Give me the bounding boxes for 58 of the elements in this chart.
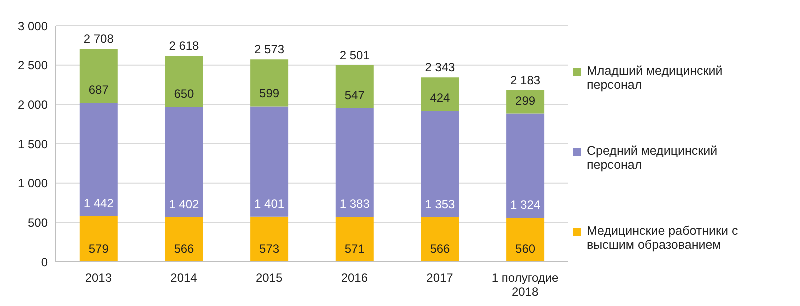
total-label: 2 183 <box>510 73 541 88</box>
data-label: 299 <box>516 94 536 108</box>
bar <box>506 114 545 218</box>
legend-label: Младший медицинский персонал <box>587 64 724 92</box>
total-label: 2 708 <box>84 32 114 46</box>
data-label: 687 <box>88 83 110 98</box>
total-label: 2 343 <box>425 60 456 75</box>
bar <box>80 48 118 104</box>
data-label: 566 <box>430 242 451 256</box>
data-label: 566 <box>174 242 195 256</box>
x-tick-label: 2015 <box>256 271 284 285</box>
bar <box>165 217 204 262</box>
bar <box>336 217 374 262</box>
y-tick-label: 2 500 <box>18 58 48 73</box>
x-tick-label: 2016 <box>341 271 368 285</box>
bar <box>80 103 118 216</box>
legend-label: Средний медицинский персонал <box>587 144 719 172</box>
bar <box>336 65 374 108</box>
bar <box>250 60 289 107</box>
y-tick-label: 2 000 <box>18 98 48 112</box>
data-label: 1 353 <box>425 197 456 212</box>
legend-label: Медицинские работники с высшим образованием <box>587 224 740 252</box>
total-label: 2 573 <box>254 42 285 57</box>
bar <box>165 107 204 218</box>
bar <box>421 111 460 218</box>
y-tick-label: 0 <box>41 255 48 270</box>
data-label: 547 <box>344 88 366 102</box>
y-tick-label: 500 <box>28 216 48 230</box>
data-label: 599 <box>260 86 280 101</box>
x-tick-label: 2014 <box>170 271 198 285</box>
total-label: 2 501 <box>340 48 370 62</box>
data-label: 424 <box>430 91 451 106</box>
data-label: 1 324 <box>510 198 541 212</box>
x-tick-label: 2017 <box>426 271 454 285</box>
bar <box>506 90 545 114</box>
data-label: 571 <box>344 242 366 256</box>
data-label: 573 <box>260 242 280 256</box>
total-label: 2 618 <box>169 39 200 54</box>
bar <box>165 56 204 108</box>
data-label: 1 401 <box>254 196 285 211</box>
bar <box>336 108 374 218</box>
x-tick-label: 2013 <box>85 271 112 285</box>
bar <box>80 216 118 262</box>
bar <box>506 218 545 262</box>
y-tick-label: 3 000 <box>18 19 48 34</box>
data-label: 1 402 <box>169 197 200 212</box>
data-label: 650 <box>174 87 195 102</box>
data-label: 1 383 <box>340 197 370 212</box>
y-tick-label: 1 500 <box>18 137 48 152</box>
bar <box>250 216 289 262</box>
data-label: 1 442 <box>84 196 114 210</box>
bar <box>421 78 460 112</box>
data-label: 579 <box>88 242 110 256</box>
bar <box>250 106 289 217</box>
y-tick-label: 1 000 <box>18 176 48 191</box>
data-label: 560 <box>516 242 536 256</box>
bar <box>421 217 460 262</box>
x-tick-label: 1 полугодие 2018 <box>492 271 560 299</box>
